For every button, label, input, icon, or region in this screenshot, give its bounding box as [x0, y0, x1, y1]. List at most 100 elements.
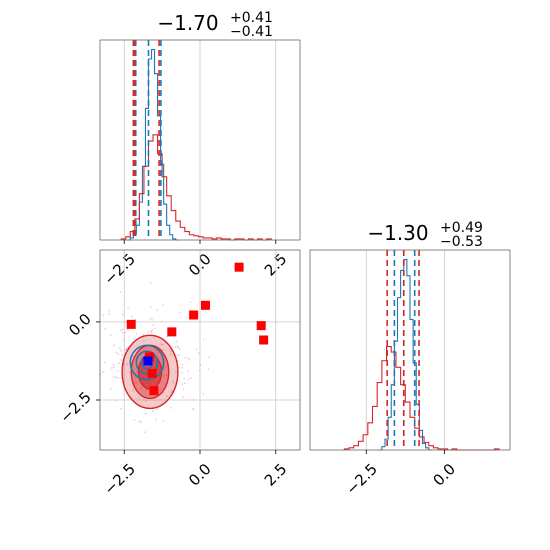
sample-dot	[192, 399, 195, 401]
sample-dot	[170, 350, 173, 353]
sample-dot	[104, 328, 107, 330]
sample-dot	[119, 347, 121, 350]
red-square-marker	[147, 368, 157, 378]
sample-dot	[119, 329, 122, 332]
sample-dot	[122, 339, 125, 342]
sample-dot	[183, 382, 186, 385]
sample-dot	[145, 400, 147, 402]
sample-dot	[160, 388, 162, 391]
title-lower-error: −0.41	[230, 24, 273, 40]
histogram-series-1	[343, 346, 500, 451]
sample-dot	[135, 370, 138, 373]
sample-dot	[188, 358, 191, 361]
axes-frame	[309, 249, 511, 451]
grid-lines	[365, 250, 445, 450]
sample-dot	[202, 338, 205, 341]
histogram-steps	[343, 258, 500, 451]
sample-dot	[134, 376, 137, 379]
sample-dot	[151, 318, 154, 321]
sample-dot	[181, 366, 183, 369]
x-ticks: −2.5 0.0	[343, 450, 459, 499]
sample-dot	[177, 346, 180, 348]
sample-dot	[170, 391, 173, 394]
sample-dot	[109, 387, 112, 390]
sample-dot	[115, 376, 118, 379]
sample-dot	[127, 306, 129, 309]
sample-dot	[117, 370, 119, 372]
sample-dot	[169, 352, 172, 355]
blue-contour-level-1	[135, 350, 159, 375]
x-tick-label: 2.5	[261, 460, 291, 490]
sample-dot	[124, 331, 127, 334]
sample-dot	[195, 348, 198, 351]
x-ticks: −2.5 0.0 2.5	[100, 240, 291, 289]
blue-contour-level-0	[129, 344, 165, 381]
sample-dot	[176, 354, 179, 357]
sample-dot	[150, 330, 153, 333]
sample-dot	[170, 406, 173, 409]
sample-dot	[156, 408, 158, 411]
sample-dot	[162, 392, 165, 394]
sample-dot	[152, 409, 154, 412]
red-square-marker	[234, 262, 244, 272]
sample-dot	[176, 340, 178, 343]
sample-dot	[181, 363, 184, 366]
sample-dot	[165, 374, 168, 377]
sample-dot	[121, 328, 124, 331]
sample-dot	[189, 301, 192, 304]
sample-dot	[172, 354, 175, 356]
red-square-marker	[200, 300, 210, 310]
x-tick-label: 0.0	[185, 460, 215, 490]
sample-dot	[172, 380, 175, 382]
histogram-steps	[120, 48, 272, 241]
sample-dot	[190, 377, 193, 379]
sample-dot	[172, 382, 175, 384]
sample-dot	[184, 357, 187, 359]
sample-dot	[142, 333, 144, 336]
sample-dot	[207, 368, 210, 371]
sample-dot	[161, 348, 164, 351]
sample-dot	[121, 354, 124, 357]
red-square-marker	[167, 327, 177, 337]
sample-dot	[112, 366, 115, 368]
sample-dot	[138, 396, 140, 399]
sample-dot	[113, 344, 115, 347]
sample-dot	[182, 388, 185, 391]
sample-dot	[121, 331, 124, 334]
sample-dot	[144, 431, 146, 434]
sample-dot	[180, 371, 183, 374]
sample-dot	[155, 418, 157, 421]
sample-dot	[156, 309, 159, 312]
x-tick-label: −2.5	[343, 460, 381, 498]
sample-dot	[119, 291, 122, 293]
sample-dot	[174, 346, 177, 349]
sample-dot	[174, 371, 177, 373]
sample-dot	[166, 395, 168, 398]
sample-dot	[149, 306, 152, 309]
sample-dot	[181, 383, 184, 385]
sample-dot	[150, 331, 153, 334]
sample-dot	[171, 390, 174, 392]
sample-dot	[144, 412, 147, 415]
histogram-series-0	[127, 48, 179, 241]
sample-dot	[135, 333, 138, 335]
x-tick-label: −2.5	[100, 460, 138, 498]
sample-dot	[187, 378, 190, 381]
panel-title-param2: −1.30	[367, 221, 428, 245]
scatter-panel: −2.5 0.0 2.50.0−2.5	[56, 249, 301, 499]
sample-dot	[117, 377, 120, 380]
sample-dot	[186, 370, 189, 373]
sample-dot	[208, 356, 210, 359]
red-square-marker	[149, 386, 159, 396]
sample-dot	[153, 327, 156, 330]
sample-dot	[104, 361, 106, 364]
sample-dot	[142, 340, 145, 342]
sample-dot	[115, 399, 117, 402]
title-upper-error: +0.49	[440, 220, 483, 236]
sample-dot	[145, 389, 148, 391]
sample-dot	[162, 304, 165, 307]
sample-dot	[126, 363, 128, 366]
markers	[126, 262, 269, 396]
sample-dot	[154, 349, 157, 352]
